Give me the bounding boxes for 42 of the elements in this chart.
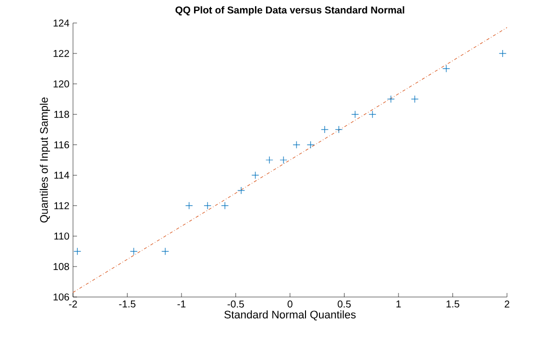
point: [161, 248, 170, 256]
point: [292, 140, 300, 149]
point: [368, 110, 376, 118]
point: [320, 126, 329, 134]
x-tick-label: -0.5: [228, 300, 244, 308]
y-tick-label: 108: [54, 263, 70, 270]
point: [130, 248, 138, 256]
x-tick-label: -2: [69, 300, 77, 308]
x-axis-title: Standard Normal Quantiles: [224, 310, 356, 320]
y-tick-label: 112: [54, 202, 69, 210]
point: [306, 140, 314, 149]
y-tick-label: 110: [54, 232, 70, 240]
y-tick-label: 124: [54, 20, 70, 26]
x-tick-label: -1.5: [119, 300, 136, 308]
point: [442, 64, 450, 72]
point: [410, 95, 419, 103]
y-tick-label: 120: [54, 80, 70, 88]
x-tick-label: 0: [288, 300, 292, 308]
y-tick-label: 122: [54, 50, 69, 57]
point: [185, 202, 193, 210]
chart-title: QQ Plot of Sample Data versus Standard Normal: [176, 6, 404, 16]
y-tick-label: 118: [54, 110, 70, 118]
y-tick-label: 116: [54, 141, 70, 148]
x-tick-label: 1: [396, 300, 401, 308]
point: [266, 156, 274, 164]
point: [351, 110, 359, 118]
x-tick-label: -1: [178, 300, 186, 308]
y-tick-label: 114: [54, 172, 70, 179]
point: [237, 186, 245, 194]
y-tick-label: 106: [54, 293, 70, 301]
point: [387, 95, 395, 103]
x-tick-label: 2: [504, 300, 510, 308]
point: [498, 50, 506, 58]
x-tick-label: 0.5: [338, 300, 351, 308]
point: [280, 156, 288, 164]
point: [74, 248, 82, 256]
point: [251, 171, 260, 180]
y-axis-title: Quantiles of Input Sample: [40, 97, 50, 223]
point: [335, 126, 343, 134]
point: [221, 202, 229, 210]
x-tick-label: 1.5: [446, 300, 460, 308]
point: [204, 202, 212, 210]
